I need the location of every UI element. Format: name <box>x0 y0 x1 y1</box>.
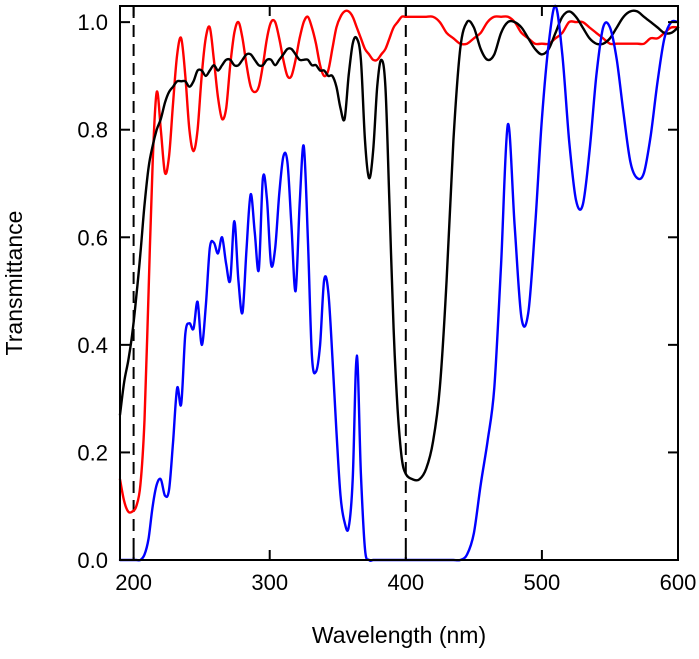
series-curves <box>118 4 680 562</box>
series-line-blue <box>118 4 680 562</box>
axis-ticks <box>120 6 679 561</box>
plot-frame <box>119 5 679 561</box>
x-tick-label-200: 200 <box>115 570 152 595</box>
y-tick-label-0: 0.0 <box>77 548 108 573</box>
y-tick-label-0.4: 0.4 <box>77 333 108 358</box>
x-tick-label-600: 600 <box>660 570 697 595</box>
y-tick-label-0.2: 0.2 <box>77 440 108 465</box>
series-line-black <box>118 9 680 482</box>
x-tick-label-400: 400 <box>387 570 424 595</box>
y-tick-labels: 0.0 0.2 0.4 0.6 0.8 1.0 <box>77 10 108 573</box>
reference-lines <box>132 6 407 560</box>
y-axis-title: Transmittance <box>1 211 27 356</box>
x-tick-label-300: 300 <box>251 570 288 595</box>
y-tick-label-1: 1.0 <box>77 10 108 35</box>
x-axis-title: Wavelength (nm) <box>312 622 486 648</box>
y-tick-label-0.8: 0.8 <box>77 118 108 143</box>
y-tick-label-0.6: 0.6 <box>77 225 108 250</box>
x-tick-labels: 200 300 400 500 600 <box>115 570 696 595</box>
x-tick-label-500: 500 <box>524 570 561 595</box>
